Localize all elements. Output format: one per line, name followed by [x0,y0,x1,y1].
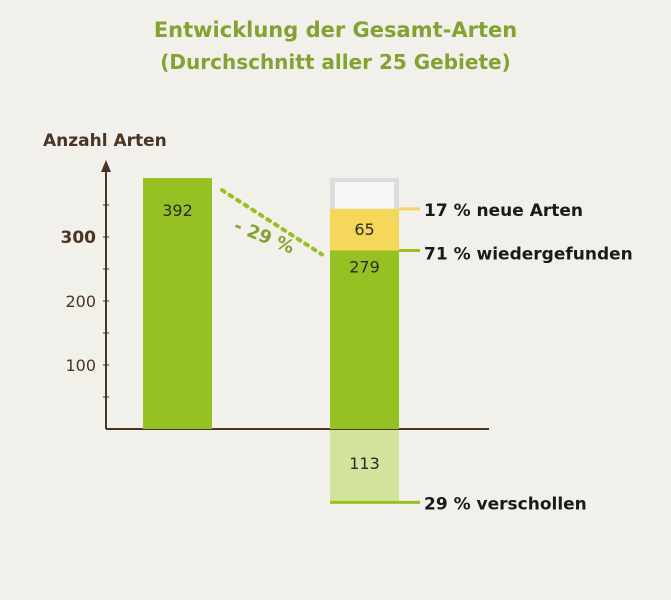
y-tick-label: 200 [65,292,96,311]
bar-reference-cap-inner [335,182,394,209]
y-tick-label: 300 [61,228,97,248]
y-axis-label: Anzahl Arten [43,131,167,151]
chart-title: Entwicklung der Gesamt-Arten [153,18,518,42]
lost-label: 29 % verschollen [424,494,587,514]
bar-segment-65 [330,208,399,251]
bar-label-279: 279 [349,257,380,276]
new-species-label: 17 % neue Arten [424,201,583,221]
bar-segment-279 [330,250,399,429]
bar-392 [143,178,212,429]
bar-segment-113 [330,430,399,503]
bar-label-392: 392 [162,201,193,220]
bar-label-65: 65 [354,220,374,239]
chart-subtitle: (Durchschnitt aller 25 Gebiete) [160,50,511,74]
decline-dotted-line [220,188,324,257]
bar-label-113: 113 [349,454,380,473]
y-axis-arrow [101,160,111,172]
decline-percent-label: - 29 % [231,215,297,258]
y-tick-label: 100 [65,356,96,375]
refound-label: 71 % wiedergefunden [424,244,633,264]
